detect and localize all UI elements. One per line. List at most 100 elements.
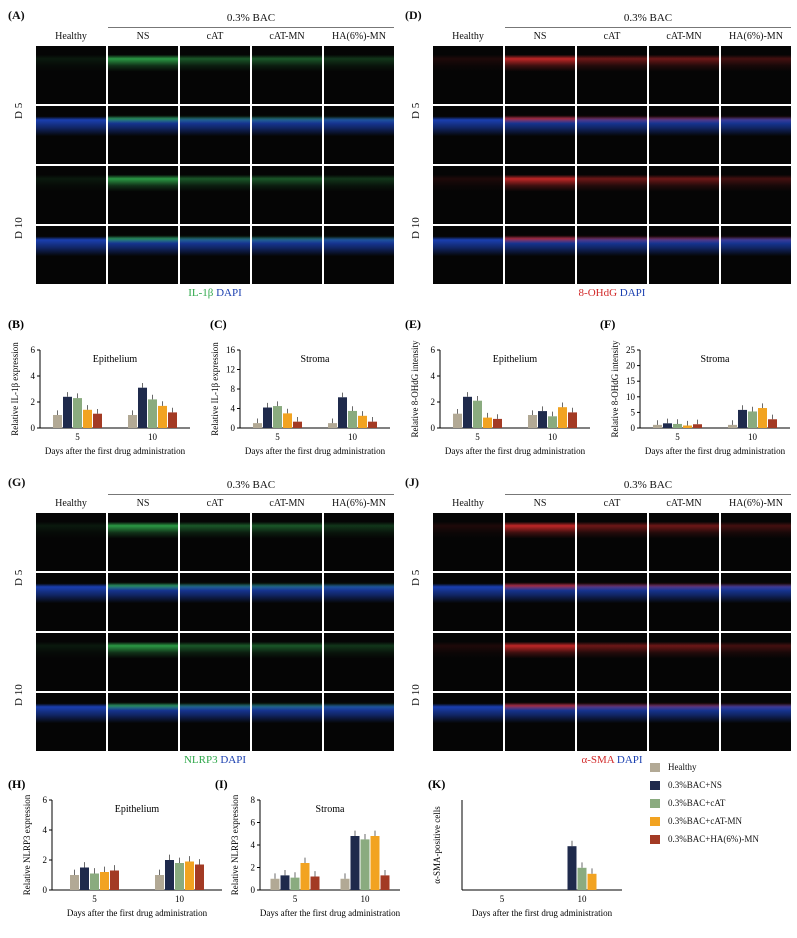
chart-title: Epithelium — [93, 354, 138, 365]
chart-label-B: (B) — [8, 317, 24, 331]
marker-caption: 8-OHdG DAPI — [433, 287, 791, 299]
micrograph-tile — [36, 693, 106, 751]
bar — [93, 413, 102, 428]
bar — [577, 867, 587, 890]
legend-swatch — [650, 780, 660, 790]
micrograph-tile — [180, 633, 250, 691]
micrograph-tile — [108, 573, 178, 631]
micrograph-tile — [505, 46, 575, 104]
y-tick-label: 0 — [231, 423, 236, 433]
legend-label: 0.3%BAC+NS — [668, 780, 722, 790]
micrograph-tile — [252, 166, 322, 224]
micrograph-tile — [36, 226, 106, 284]
micrograph-tile — [505, 513, 575, 571]
group-line — [505, 494, 791, 495]
column-header: NS — [136, 498, 150, 509]
micrograph-tile — [180, 106, 250, 164]
marker-name: IL-1β — [188, 287, 217, 299]
y-tick-label: 4 — [43, 825, 48, 835]
column-header: Healthy — [452, 498, 484, 509]
bar — [348, 410, 357, 428]
micrograph-tile — [505, 573, 575, 631]
legend-swatch — [650, 816, 660, 826]
bar — [370, 836, 380, 890]
micrograph-tile — [324, 106, 394, 164]
dapi-label: DAPI — [216, 287, 242, 299]
y-tick-label: 0 — [431, 423, 436, 433]
x-tick-label: 5 — [92, 894, 97, 904]
micrograph-tile — [180, 693, 250, 751]
bar — [175, 863, 184, 890]
bar — [683, 425, 692, 428]
x-axis-label: Days after the first drug administration — [260, 908, 401, 918]
bar — [63, 396, 72, 428]
y-tick-label: 0 — [43, 885, 48, 895]
marker-name: NLRP3 — [183, 754, 221, 766]
y-tick-label: 0 — [251, 885, 256, 895]
column-header: HA(6%)-MN — [729, 498, 783, 509]
group-line — [505, 27, 791, 28]
bar — [263, 407, 272, 428]
y-tick-label: 6 — [431, 345, 436, 355]
chart-title: Stroma — [301, 354, 330, 365]
chart-label-F: (F) — [600, 317, 615, 331]
micrograph-tile — [721, 226, 791, 284]
y-axis-label: Relative NLRP3 expression — [230, 794, 240, 895]
marker-caption: α-SMA DAPI — [433, 754, 791, 766]
bar — [663, 423, 672, 428]
y-tick-label: 6 — [251, 818, 256, 828]
marker-caption: IL-1β DAPI — [36, 287, 394, 299]
micrograph-tile — [36, 513, 106, 571]
bar — [280, 875, 290, 890]
micrograph-tile — [721, 573, 791, 631]
marker-name: α-SMA — [581, 754, 617, 766]
bar — [300, 863, 310, 890]
column-header: cAT — [206, 498, 224, 509]
micrograph-tile — [108, 106, 178, 164]
micrograph-tile — [36, 106, 106, 164]
chart-title: Stroma — [701, 354, 730, 365]
bar — [148, 399, 157, 428]
micrograph-tile — [721, 46, 791, 104]
micrograph-tile — [721, 513, 791, 571]
micrograph-tile — [721, 166, 791, 224]
column-header: HA(6%)-MN — [332, 31, 386, 42]
x-axis-label: Days after the first drug administration — [445, 446, 586, 456]
bar — [138, 387, 147, 428]
bar — [728, 424, 737, 428]
bar — [158, 405, 167, 428]
bar — [493, 418, 502, 428]
x-axis-label: Days after the first drug administration — [245, 446, 386, 456]
bar — [567, 846, 577, 890]
group-header: 0.3% BAC — [226, 12, 276, 24]
chart-label-H: (H) — [8, 777, 25, 791]
x-tick-label: 10 — [175, 894, 185, 904]
micrograph-tile — [649, 106, 719, 164]
micrograph-tile — [577, 106, 647, 164]
micrograph-tile — [649, 166, 719, 224]
bar — [53, 415, 62, 428]
micrograph-tile — [505, 226, 575, 284]
group-header: 0.3% BAC — [623, 479, 673, 491]
bar — [693, 424, 702, 428]
bar — [538, 411, 547, 428]
micrograph-tile — [324, 46, 394, 104]
bar — [328, 423, 337, 428]
bar — [293, 421, 302, 428]
bar — [283, 413, 292, 428]
micrograph-tile — [577, 513, 647, 571]
y-tick-label: 5 — [631, 407, 636, 417]
y-tick-label: 8 — [251, 795, 256, 805]
dapi-label: DAPI — [619, 287, 646, 299]
x-axis-label: Days after the first drug administration — [472, 908, 613, 918]
micrograph-tile — [649, 633, 719, 691]
bar — [653, 424, 662, 428]
legend-entry: 0.3%BAC+NS — [650, 776, 759, 794]
micrograph-tile — [180, 46, 250, 104]
micrograph-tile — [433, 693, 503, 751]
marker-name: 8-OHdG — [578, 287, 620, 299]
micrograph-tile — [324, 166, 394, 224]
bar — [673, 423, 682, 428]
micrograph-tile — [108, 226, 178, 284]
column-header: cAT-MN — [666, 31, 702, 42]
